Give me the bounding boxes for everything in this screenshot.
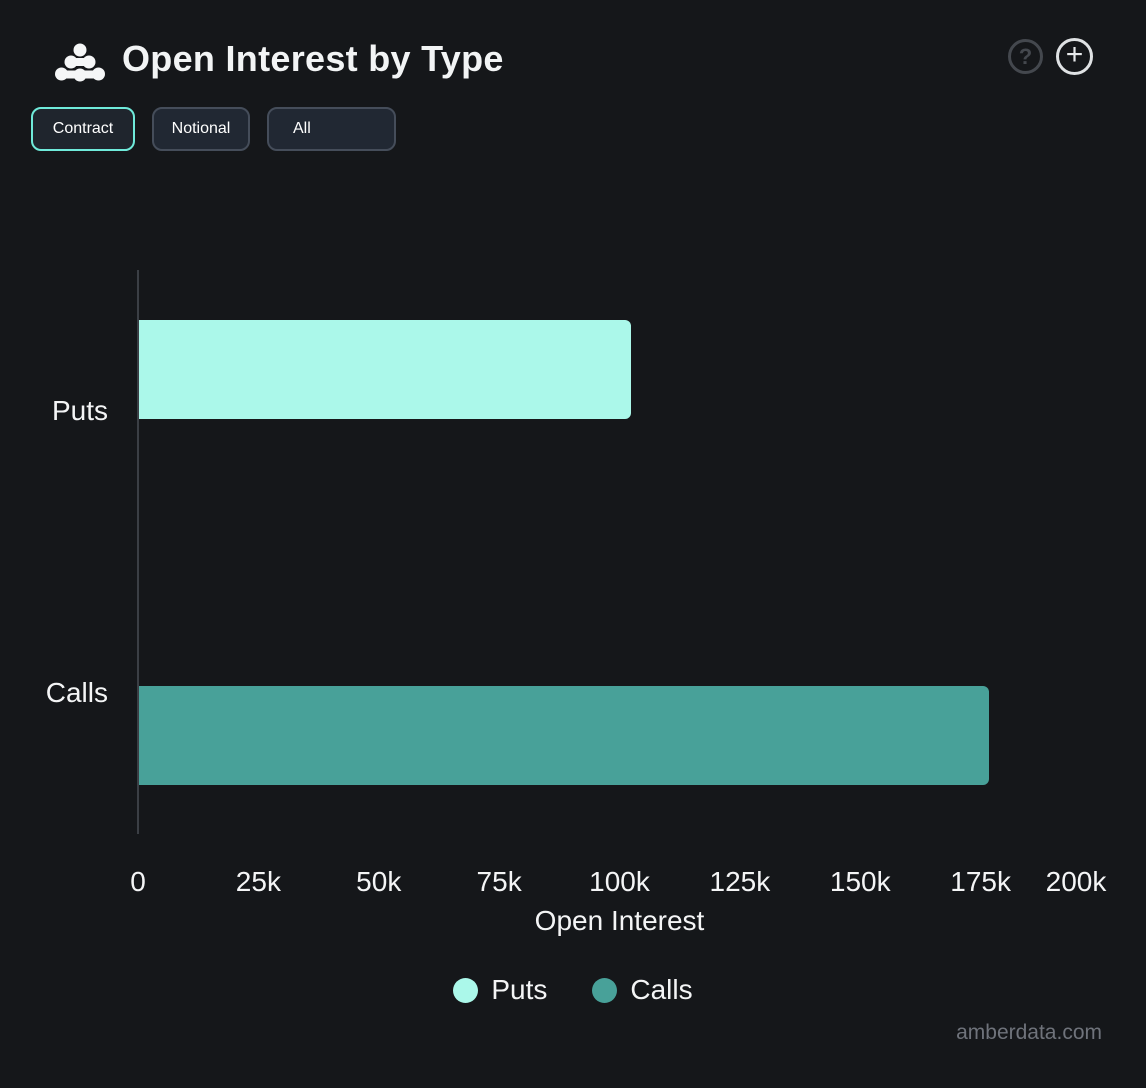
legend-item-puts[interactable]: Puts <box>453 974 547 1006</box>
category-label-puts: Puts <box>51 395 108 426</box>
y-axis-line <box>137 270 139 834</box>
x-tick-label-100k: 100k <box>589 866 650 897</box>
x-tick-label-125k: 125k <box>709 866 771 897</box>
help-button[interactable]: ? <box>1008 39 1043 74</box>
chart-legend: Puts Calls <box>0 974 1146 1006</box>
legend-swatch-icon <box>453 977 479 1003</box>
legend-label: Calls <box>630 974 693 1005</box>
toggle-button-contract[interactable]: Contract <box>31 107 135 151</box>
bar-puts[interactable] <box>139 319 632 419</box>
x-tick-label-150k: 150k <box>829 866 891 897</box>
question-mark-icon: ? <box>1018 43 1033 69</box>
x-tick-label-75k: 75k <box>476 866 522 897</box>
bar-calls[interactable] <box>139 685 990 785</box>
toggle-button-all[interactable]: All <box>267 107 396 151</box>
x-tick-label-200k: 200k <box>1045 866 1107 897</box>
legend-label: Puts <box>491 974 548 1005</box>
watermark: amberdata.com <box>956 1021 1102 1044</box>
toggle-button-notional[interactable]: Notional <box>152 107 250 151</box>
x-tick-label-175k: 175k <box>950 866 1011 897</box>
widget-title: Open Interest by Type <box>122 38 504 79</box>
dots-pyramid-icon <box>55 43 105 82</box>
category-label-calls: Calls <box>45 677 108 708</box>
legend-swatch-icon <box>592 977 618 1003</box>
x-axis-title: Open Interest <box>534 905 705 936</box>
add-button[interactable]: + <box>1056 38 1093 75</box>
plus-icon: + <box>1065 38 1084 71</box>
x-tick-label-25k: 25k <box>235 866 281 897</box>
legend-item-calls[interactable]: Calls <box>592 974 693 1006</box>
x-tick-label-50k: 50k <box>356 866 402 897</box>
x-tick-label-0: 0 <box>130 866 146 897</box>
